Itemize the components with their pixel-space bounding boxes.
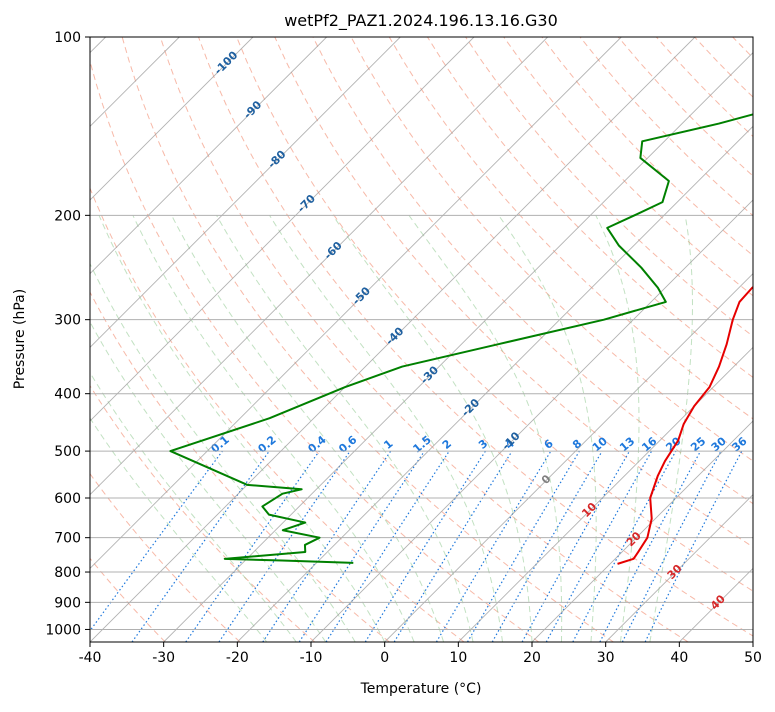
y-tick-label: 200 [54, 208, 81, 224]
x-tick-label: 10 [449, 650, 467, 666]
x-tick-label: -20 [226, 650, 249, 666]
y-axis-title: Pressure (hPa) [12, 289, 28, 389]
y-tick-label: 300 [54, 313, 81, 329]
y-tick-label: 1000 [45, 622, 81, 638]
x-tick-label: -10 [300, 650, 323, 666]
x-tick-label: 20 [523, 650, 541, 666]
x-tick-label: 0 [380, 650, 389, 666]
x-tick-label: -40 [79, 650, 102, 666]
y-tick-label: 700 [54, 531, 81, 547]
y-tick-label: 100 [54, 30, 81, 46]
y-tick-label: 800 [54, 565, 81, 581]
y-tick-label: 500 [54, 444, 81, 460]
x-tick-label: -30 [152, 650, 175, 666]
y-tick-label: 900 [54, 595, 81, 611]
y-tick-label: 600 [54, 491, 81, 507]
y-tick-label: 400 [54, 387, 81, 403]
x-tick-label: 50 [744, 650, 762, 666]
x-axis-title: Temperature (°C) [360, 681, 482, 697]
x-tick-label: 40 [670, 650, 688, 666]
chart-title: wetPf2_PAZ1.2024.196.13.16.G30 [284, 11, 558, 31]
x-tick-label: 30 [597, 650, 615, 666]
